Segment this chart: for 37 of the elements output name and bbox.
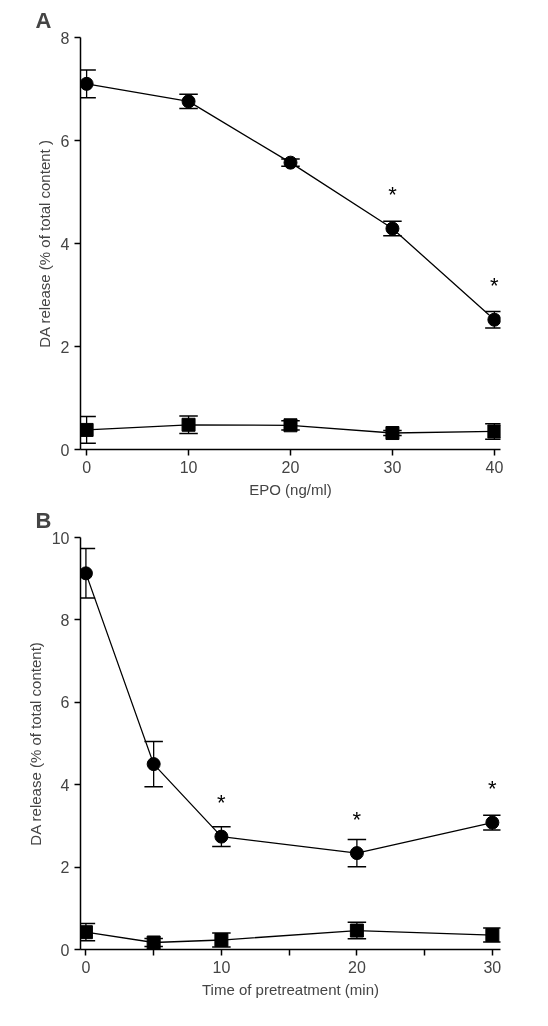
x-tick-label: 30	[483, 958, 502, 976]
x-axis-title: Time of pretreatment (min)	[202, 980, 380, 998]
point	[80, 76, 94, 91]
x-tick-label: 20	[281, 458, 300, 476]
x-tick-label: 40	[485, 458, 504, 476]
x-tick-label: 10	[179, 458, 198, 476]
chart-title: A	[35, 7, 52, 33]
point	[80, 422, 94, 437]
y-tick-label: 4	[60, 776, 70, 794]
y-tick-label: 0	[60, 941, 70, 959]
chart-title: B	[35, 507, 52, 533]
annotation: *	[490, 273, 500, 299]
annotation: *	[352, 806, 362, 832]
y-tick-label: 8	[60, 611, 70, 629]
point	[146, 757, 161, 772]
point	[385, 426, 400, 441]
point	[349, 846, 364, 861]
x-tick-label: 0	[81, 958, 91, 976]
x-tick-label: 20	[347, 958, 366, 976]
y-tick-label: 10	[51, 529, 70, 547]
y-tick-label: 2	[60, 859, 70, 877]
x-tick-label: 10	[212, 958, 231, 976]
annotation: *	[217, 790, 227, 816]
x-tick-label: 30	[383, 458, 402, 476]
x-tick-label: 0	[82, 458, 92, 476]
y-tick-label: 0	[60, 441, 70, 459]
y-axis-title: DA release (% of total content )	[35, 140, 53, 348]
y-tick-label: 8	[60, 29, 70, 47]
x-axis-title: EPO (ng/ml)	[249, 480, 332, 498]
annotation: *	[488, 776, 498, 802]
y-tick-label: 2	[60, 338, 70, 356]
y-tick-label: 6	[60, 132, 70, 150]
annotation: *	[388, 182, 398, 208]
y-axis-title: DA release (% of total content)	[26, 642, 44, 846]
y-tick-label: 6	[60, 694, 70, 712]
y-tick-label: 4	[60, 235, 70, 253]
point	[80, 566, 93, 581]
